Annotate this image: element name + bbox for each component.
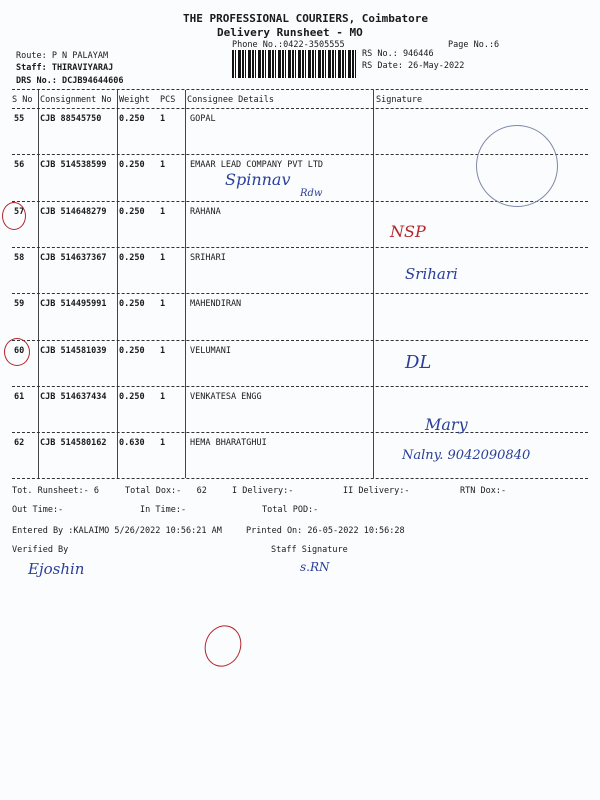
signature: NSP — [390, 222, 426, 241]
row-divider — [12, 154, 588, 156]
cell-pcs: 1 — [160, 206, 166, 217]
route: Route: P N PALAYAM — [16, 51, 109, 61]
total-pod: Total POD:- — [262, 505, 319, 515]
rs-number: RS No.: 946446 — [362, 49, 434, 59]
cell-consignee: EMAAR LEAD COMPANY PVT LTD — [190, 160, 324, 171]
cell-consignment: CJB 88545750 — [40, 114, 102, 124]
cell-pcs: 1 — [160, 345, 166, 356]
cell-consignment: CJB 514581039 — [40, 345, 107, 356]
col-signature: Signature — [376, 95, 423, 105]
cell-pcs: 1 — [160, 438, 166, 449]
cell-consignment: CJB 514580162 — [40, 438, 107, 449]
row-divider — [12, 293, 588, 295]
cell-consignment: CJB 514637367 — [40, 252, 107, 263]
entered-by: Entered By :KALAIMO 5/26/2022 10:56:21 A… — [12, 526, 222, 536]
cell-consignee: VELUMANI — [190, 345, 231, 356]
rs-date: RS Date: 26-May-2022 — [362, 61, 465, 71]
row-divider — [12, 478, 588, 480]
cell-pcs: 1 — [160, 299, 166, 310]
cell-pcs: 1 — [160, 160, 166, 171]
row-divider — [12, 200, 588, 202]
company-name: THE PROFESSIONAL COURIERS, Coimbatore — [183, 12, 429, 25]
document-title: Delivery Runsheet - MO — [217, 26, 363, 39]
page-number: Page No.:6 — [448, 40, 500, 50]
handwritten-note: Spinnav — [225, 170, 291, 189]
cell-weight: 0.250 — [119, 345, 145, 356]
col-consignment: Consignment No — [40, 95, 112, 105]
col-pcs: PCS — [160, 95, 176, 105]
cell-pcs: 1 — [160, 114, 166, 124]
cell-weight: 0.250 — [119, 252, 145, 263]
signature: Mary — [425, 415, 468, 434]
cell-consignee: RAHANA — [190, 206, 221, 217]
phone: Phone No.:0422-3505555 — [232, 40, 345, 50]
barcode — [232, 50, 356, 78]
row-divider — [12, 385, 588, 387]
row-divider — [12, 246, 588, 248]
handwritten-note: Rdw — [300, 188, 323, 199]
row-divider — [12, 108, 588, 109]
signature: Srihari — [405, 265, 458, 283]
cell-weight: 0.250 — [119, 391, 145, 402]
cell-consignee: MAHENDIRAN — [190, 299, 242, 310]
col-weight: Weight — [119, 95, 150, 105]
cell-consignee: GOPAL — [190, 114, 216, 124]
cell-consignment: CJB 514637434 — [40, 391, 107, 402]
staff: Staff: THIRAVIYARAJ — [16, 63, 114, 73]
staff-signature-label: Staff Signature — [271, 545, 348, 555]
cell-consignment: CJB 514495991 — [40, 299, 107, 310]
cell-pcs: 1 — [160, 391, 166, 402]
i-delivery: I Delivery:- — [232, 486, 294, 496]
in-time: In Time:- — [140, 505, 187, 515]
cell-weight: 0.250 — [119, 206, 145, 217]
rtn-dox: RTN Dox:- — [460, 486, 507, 496]
cell-sno: 59 — [14, 299, 25, 310]
cell-consignment: CJB 514648279 — [40, 206, 107, 217]
cell-consignee: HEMA BHARATGHUI — [190, 438, 267, 449]
handwritten-note: Nalny. 9042090840 — [402, 448, 531, 463]
row-divider — [12, 339, 588, 341]
ii-delivery: II Delivery:- — [343, 486, 410, 496]
cell-sno: 61 — [14, 391, 25, 402]
tot-runsheet: Tot. Runsheet:- 6 — [12, 486, 99, 496]
signature: DL — [405, 352, 432, 373]
cell-sno: 55 — [14, 114, 25, 124]
col-sno: S No — [12, 95, 33, 105]
out-time: Out Time:- — [12, 505, 64, 515]
total-dox: Total Dox:- 62 — [125, 486, 207, 496]
cell-weight: 0.250 — [119, 114, 145, 124]
cell-sno: 56 — [14, 160, 25, 171]
cell-weight: 0.630 — [119, 438, 145, 449]
cell-consignee: SRIHARI — [190, 252, 226, 263]
cell-sno: 62 — [14, 438, 25, 449]
cell-weight: 0.250 — [119, 299, 145, 310]
drs-number: DRS No.: DCJB94644606 — [16, 76, 124, 86]
staff-signature: s.RN — [300, 560, 330, 574]
cell-weight: 0.250 — [119, 160, 145, 171]
printed-on: Printed On: 26-05-2022 10:56:28 — [246, 526, 405, 536]
row-divider — [12, 432, 588, 434]
stamp — [476, 125, 558, 207]
red-circle-mark — [2, 202, 26, 230]
cell-consignee: VENKATESA ENGG — [190, 391, 262, 402]
red-pen-mark — [198, 620, 248, 672]
verified-signature: Ejoshin — [28, 560, 85, 578]
cell-sno: 58 — [14, 252, 25, 263]
cell-consignment: CJB 514538599 — [40, 160, 107, 171]
cell-pcs: 1 — [160, 252, 166, 263]
col-consignee: Consignee Details — [187, 95, 274, 105]
red-circle-mark — [4, 338, 30, 366]
verified-by-label: Verified By — [12, 545, 69, 555]
